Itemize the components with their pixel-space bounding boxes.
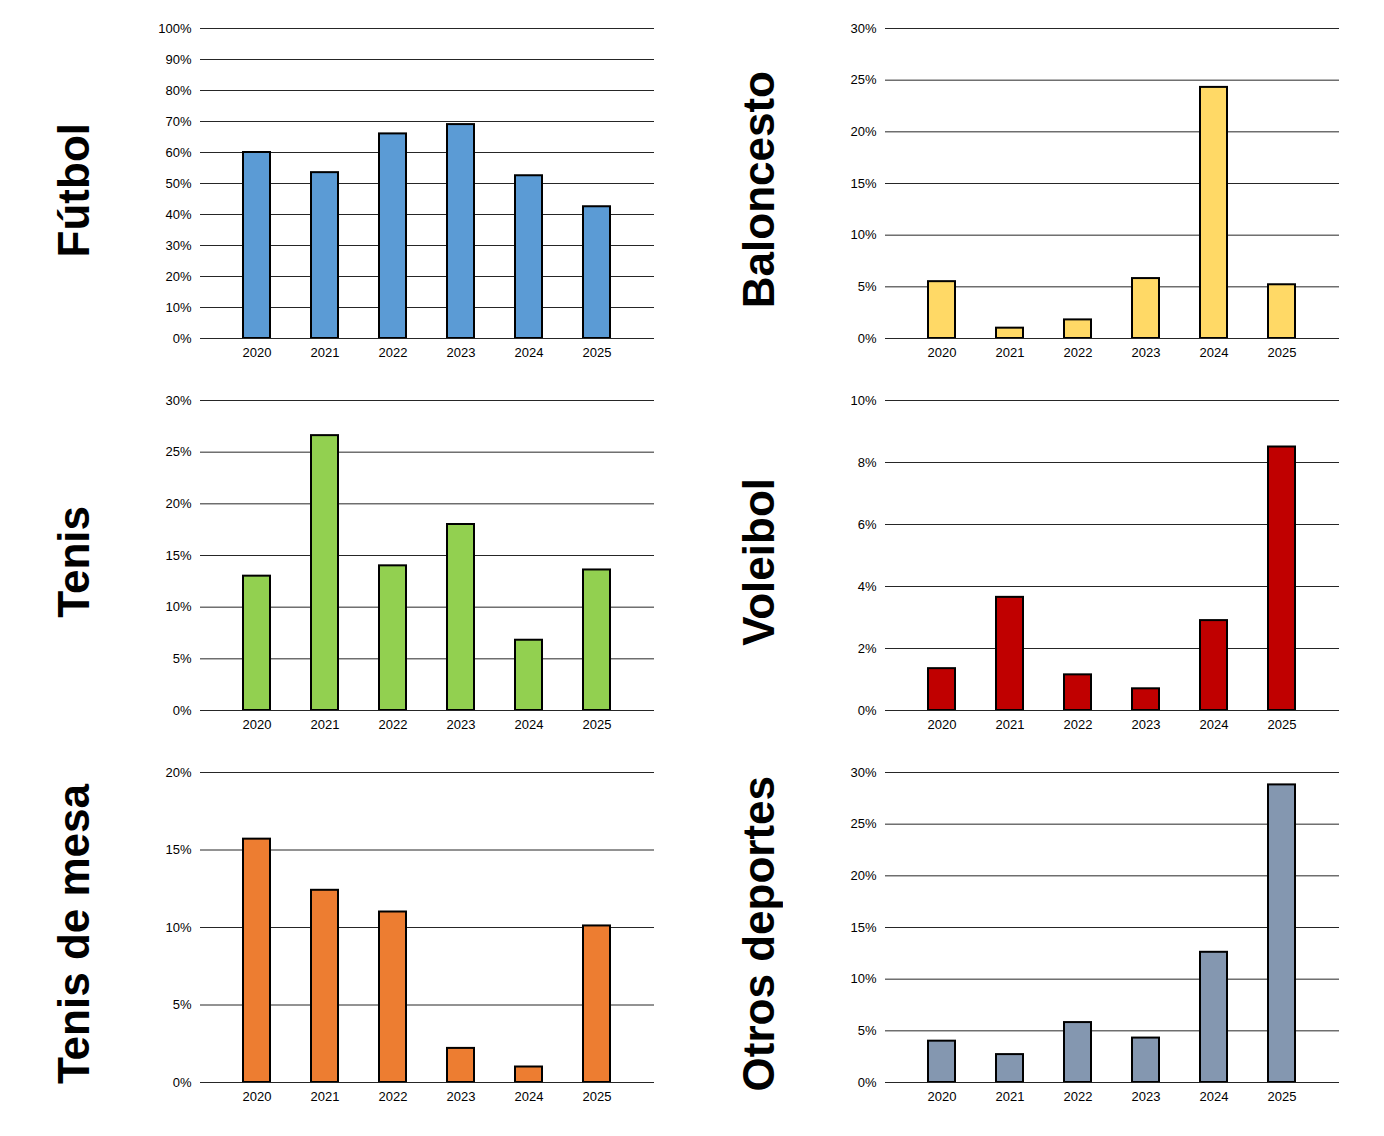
- svg-text:0%: 0%: [858, 1075, 877, 1090]
- svg-text:5%: 5%: [173, 651, 192, 666]
- svg-text:90%: 90%: [165, 52, 191, 67]
- svg-text:2025: 2025: [583, 345, 612, 360]
- svg-text:2025: 2025: [1268, 1089, 1297, 1104]
- svg-text:15%: 15%: [850, 920, 876, 935]
- svg-text:40%: 40%: [165, 207, 191, 222]
- svg-text:2025: 2025: [1268, 345, 1297, 360]
- svg-text:5%: 5%: [858, 1023, 877, 1038]
- svg-text:2025: 2025: [1268, 717, 1297, 732]
- svg-text:0%: 0%: [173, 1075, 192, 1090]
- html-text:Otros deportes: Otros deportes: [734, 776, 783, 1092]
- svg-text:10%: 10%: [165, 920, 191, 935]
- svg-text:30%: 30%: [850, 21, 876, 36]
- svg-text:15%: 15%: [165, 842, 191, 857]
- svg-text:0%: 0%: [173, 703, 192, 718]
- svg-text:15%: 15%: [850, 176, 876, 191]
- svg-text:2021: 2021: [311, 717, 340, 732]
- svg-text:2022: 2022: [379, 1089, 408, 1104]
- svg-text:2021: 2021: [996, 717, 1025, 732]
- svg-text:2022: 2022: [1064, 345, 1093, 360]
- svg-text:2021: 2021: [311, 1089, 340, 1104]
- svg-text:25%: 25%: [850, 72, 876, 87]
- svg-text:2020: 2020: [243, 717, 272, 732]
- svg-text:2022: 2022: [1064, 1089, 1093, 1104]
- svg-text:25%: 25%: [850, 816, 876, 831]
- html-text:Tenis: Tenis: [49, 506, 98, 618]
- svg-text:20%: 20%: [165, 496, 191, 511]
- svg-text:60%: 60%: [165, 145, 191, 160]
- svg-text:10%: 10%: [165, 300, 191, 315]
- svg-text:2024: 2024: [1200, 717, 1229, 732]
- html-text:Fútbol: Fútbol: [49, 122, 98, 258]
- svg-text:10%: 10%: [850, 393, 876, 408]
- svg-text:2023: 2023: [1132, 717, 1161, 732]
- svg-text:5%: 5%: [173, 997, 192, 1012]
- html-text:Baloncesto: Baloncesto: [734, 71, 783, 309]
- svg-text:2025: 2025: [583, 1089, 612, 1104]
- svg-text:2024: 2024: [515, 1089, 544, 1104]
- svg-text:2020: 2020: [243, 1089, 272, 1104]
- svg-text:25%: 25%: [165, 444, 191, 459]
- svg-text:0%: 0%: [858, 331, 877, 346]
- svg-text:2%: 2%: [858, 641, 877, 656]
- svg-text:2022: 2022: [379, 345, 408, 360]
- svg-text:70%: 70%: [165, 114, 191, 129]
- svg-text:10%: 10%: [850, 227, 876, 242]
- svg-text:2020: 2020: [928, 1089, 957, 1104]
- svg-text:2020: 2020: [243, 345, 272, 360]
- svg-text:100%: 100%: [158, 21, 192, 36]
- svg-text:30%: 30%: [165, 393, 191, 408]
- svg-text:20%: 20%: [850, 124, 876, 139]
- svg-text:0%: 0%: [173, 331, 192, 346]
- svg-text:2021: 2021: [311, 345, 340, 360]
- svg-text:2024: 2024: [1200, 345, 1229, 360]
- svg-text:6%: 6%: [858, 517, 877, 532]
- svg-text:2022: 2022: [379, 717, 408, 732]
- svg-text:2020: 2020: [928, 345, 957, 360]
- svg-text:30%: 30%: [850, 765, 876, 780]
- svg-text:2023: 2023: [1132, 1089, 1161, 1104]
- svg-text:2023: 2023: [1132, 345, 1161, 360]
- svg-text:5%: 5%: [858, 279, 877, 294]
- svg-text:15%: 15%: [165, 548, 191, 563]
- svg-text:20%: 20%: [165, 765, 191, 780]
- svg-text:2024: 2024: [1200, 1089, 1229, 1104]
- svg-text:2021: 2021: [996, 345, 1025, 360]
- svg-text:2023: 2023: [447, 345, 476, 360]
- svg-text:2024: 2024: [515, 345, 544, 360]
- svg-text:0%: 0%: [858, 703, 877, 718]
- svg-text:2022: 2022: [1064, 717, 1093, 732]
- svg-text:2023: 2023: [447, 717, 476, 732]
- svg-text:2024: 2024: [515, 717, 544, 732]
- svg-text:50%: 50%: [165, 176, 191, 191]
- svg-text:8%: 8%: [858, 455, 877, 470]
- svg-text:2025: 2025: [583, 717, 612, 732]
- svg-text:30%: 30%: [165, 238, 191, 253]
- svg-text:2020: 2020: [928, 717, 957, 732]
- svg-text:2023: 2023: [447, 1089, 476, 1104]
- svg-text:10%: 10%: [165, 599, 191, 614]
- svg-text:2021: 2021: [996, 1089, 1025, 1104]
- svg-text:4%: 4%: [858, 579, 877, 594]
- svg-text:20%: 20%: [165, 269, 191, 284]
- svg-text:20%: 20%: [850, 868, 876, 883]
- svg-text:10%: 10%: [850, 971, 876, 986]
- svg-text:80%: 80%: [165, 83, 191, 98]
- html-text:Voleibol: Voleibol: [734, 478, 783, 646]
- html-text:Tenis de mesa: Tenis de mesa: [49, 784, 98, 1084]
